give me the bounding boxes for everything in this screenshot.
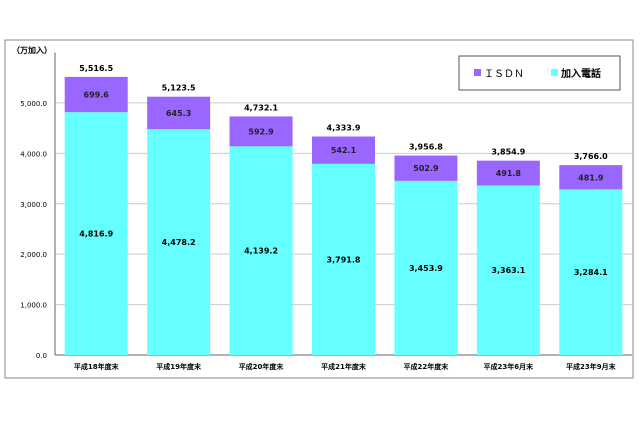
x-tick-label: 平成23年6月末 bbox=[484, 362, 535, 371]
legend-box bbox=[458, 55, 621, 91]
bar-segment bbox=[312, 163, 375, 355]
data-label: 3,363.1 bbox=[491, 266, 525, 275]
total-label: 5,516.5 bbox=[79, 64, 113, 73]
data-label: 542.1 bbox=[331, 146, 357, 155]
data-label: 502.9 bbox=[413, 164, 439, 173]
bar-segment bbox=[64, 112, 128, 356]
y-tick-label: 4,000.0 bbox=[20, 150, 47, 158]
total-label: 5,123.5 bbox=[162, 84, 196, 93]
bar-segment bbox=[559, 189, 623, 355]
y-tick-label: 5,000.0 bbox=[20, 100, 47, 108]
bar-segment bbox=[394, 180, 458, 355]
data-label: 491.8 bbox=[496, 169, 522, 178]
legend-label: 加入電話 bbox=[560, 67, 601, 80]
unit-label: （万加入） bbox=[12, 45, 52, 55]
total-label: 4,333.9 bbox=[327, 123, 361, 132]
total-label: 3,956.8 bbox=[409, 143, 443, 152]
x-tick-label: 平成23年9月末 bbox=[566, 362, 617, 371]
data-label: 481.9 bbox=[578, 173, 604, 182]
total-label: 4,732.1 bbox=[244, 103, 278, 112]
bar-segment bbox=[559, 165, 623, 190]
data-label: 592.9 bbox=[248, 127, 274, 136]
legend-swatch bbox=[474, 69, 481, 76]
x-tick-label: 平成19年度末 bbox=[156, 362, 202, 371]
legend-swatch bbox=[551, 69, 558, 76]
y-tick-label: 3,000.0 bbox=[20, 201, 47, 209]
data-label: 3,791.8 bbox=[327, 255, 361, 264]
x-tick-label: 平成20年度末 bbox=[239, 362, 285, 371]
data-label: 645.3 bbox=[166, 109, 191, 118]
data-label: 3,284.1 bbox=[574, 268, 608, 277]
bar-segment bbox=[394, 155, 458, 181]
legend-label: ＩＳＤＮ bbox=[484, 69, 524, 80]
bar-segment bbox=[476, 160, 540, 186]
x-tick-label: 平成22年度末 bbox=[404, 362, 450, 371]
data-label: 699.6 bbox=[84, 91, 110, 100]
bar-segment bbox=[229, 116, 293, 147]
data-label: 4,816.9 bbox=[79, 230, 113, 239]
bar-segment bbox=[147, 129, 211, 355]
bar-segment bbox=[476, 185, 540, 355]
legend: ＩＳＤＮ 加入電話 bbox=[458, 55, 621, 91]
y-tick-label: 1,000.0 bbox=[20, 302, 47, 310]
data-label: 3,453.9 bbox=[409, 264, 443, 273]
total-label: 3,766.0 bbox=[574, 152, 608, 161]
x-tick-label: 平成21年度末 bbox=[321, 362, 367, 371]
y-tick-label: 2,000.0 bbox=[20, 251, 47, 259]
total-label: 3,854.9 bbox=[491, 148, 525, 157]
data-label: 4,139.2 bbox=[244, 247, 278, 256]
data-label: 4,478.2 bbox=[162, 238, 196, 247]
x-tick-label: 平成18年度末 bbox=[74, 362, 120, 371]
bar-segment bbox=[147, 96, 211, 130]
y-tick-label: 0.0 bbox=[36, 352, 47, 360]
bar-segment bbox=[229, 146, 293, 355]
bar-segment bbox=[312, 136, 375, 164]
bar-segment bbox=[64, 76, 128, 113]
